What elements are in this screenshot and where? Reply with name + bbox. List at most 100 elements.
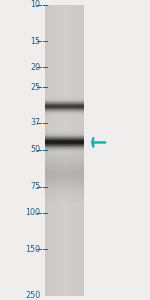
Bar [45,195,84,196]
Bar [45,193,84,194]
Bar [68,4,69,296]
Bar [45,108,84,109]
Bar [45,131,84,132]
Bar [45,167,84,168]
Bar [46,4,47,296]
Bar [45,149,84,150]
Bar [45,4,84,296]
Text: 75: 75 [30,182,40,191]
Bar [72,4,73,296]
Text: 15: 15 [30,37,40,46]
Bar [48,4,49,296]
Bar [70,4,71,296]
Bar [45,178,84,179]
Text: 50: 50 [30,146,40,154]
Bar [45,152,84,153]
Bar [45,190,84,191]
Bar [60,4,61,296]
Bar [45,159,84,160]
Bar [58,4,59,296]
Bar [45,191,84,192]
Bar [45,106,84,107]
Bar [45,169,84,170]
Bar [45,137,84,138]
Text: 10: 10 [30,0,40,9]
Bar [45,4,46,296]
Bar [52,4,53,296]
Bar [78,4,79,296]
Text: 20: 20 [30,63,40,72]
Bar [45,192,84,193]
Bar [45,153,84,154]
Bar [45,200,84,201]
Bar [47,4,48,296]
Bar [45,135,84,136]
Bar [63,4,64,296]
Bar [45,136,84,137]
Bar [45,148,84,149]
Bar [45,142,84,143]
Bar [45,145,84,146]
Bar [45,110,84,111]
Text: 25: 25 [30,83,40,92]
Bar [45,187,84,188]
Bar [65,4,66,296]
Bar [45,185,84,186]
Bar [45,157,84,158]
Bar [83,4,84,296]
Bar [64,4,66,296]
Bar [45,186,84,187]
Bar [45,202,84,203]
Bar [45,98,84,99]
Bar [81,4,82,296]
Bar [45,149,84,150]
Bar [45,171,84,172]
Bar [45,148,84,149]
Bar [45,147,84,148]
Bar [45,158,84,159]
Bar [45,194,84,195]
Bar [45,173,84,174]
Bar [45,147,84,148]
Bar [45,134,84,135]
Bar [82,4,83,296]
Bar [45,146,84,147]
Bar [45,181,84,182]
Bar [45,146,84,147]
Bar [45,112,84,113]
Bar [45,115,84,116]
Bar [45,182,84,183]
Bar [50,4,51,296]
Bar [45,144,84,145]
Bar [45,161,84,162]
Bar [45,104,84,105]
Bar [45,170,84,171]
Bar [53,4,54,296]
Bar [45,143,84,144]
Text: 37: 37 [30,118,40,127]
Bar [45,198,84,199]
Bar [45,184,84,185]
Bar [71,4,72,296]
Bar [73,4,74,296]
Bar [45,155,84,156]
Bar [59,4,60,296]
Bar [45,133,84,134]
Bar [45,172,84,173]
Bar [69,4,70,296]
Bar [45,113,84,114]
Bar [45,179,84,180]
Bar [45,111,84,112]
Bar [45,100,84,101]
Bar [45,201,84,202]
Bar [74,4,75,296]
Bar [45,140,84,141]
Bar [54,4,55,296]
Bar [77,4,78,296]
Bar [51,4,52,296]
Bar [55,4,56,296]
Bar [45,177,84,178]
Bar [45,152,84,153]
Bar [45,139,84,140]
Bar [45,164,84,165]
